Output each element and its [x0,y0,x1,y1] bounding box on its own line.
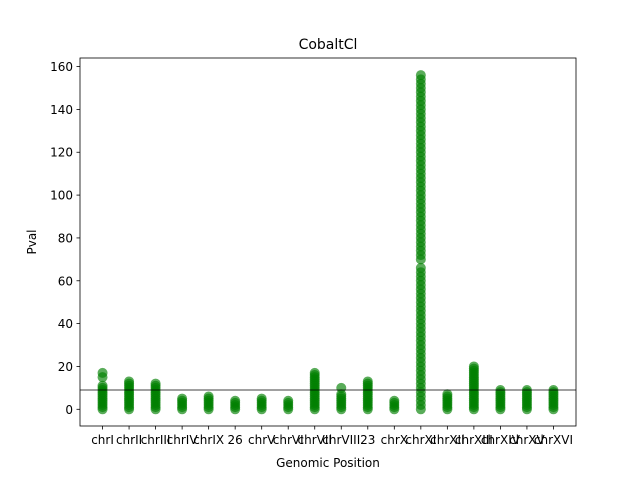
series-chrV [256,393,267,415]
data-point [177,393,188,404]
x-tick-label: chrVII [298,433,332,447]
data-point [283,395,294,406]
series-chrII [124,376,135,415]
x-tick-label: 26 [228,433,243,447]
x-tick-label: chrVI [273,433,304,447]
series-chrXI [415,70,426,415]
data-point [97,380,108,391]
series-chrIII [150,378,161,415]
series-26 [230,395,241,415]
y-tick-label: 140 [50,103,73,117]
x-tick-label: chrII [116,433,142,447]
x-tick-label: chrIII [141,433,171,447]
x-tick-label: chrIV [167,433,199,447]
series-chrVII [309,367,320,415]
x-tick-label: chrIX [193,433,224,447]
plot-frame [79,57,577,427]
data-point [415,70,426,81]
data-point [230,395,241,406]
y-tick-label: 40 [58,317,73,331]
data-point [203,391,214,402]
data-point [256,393,267,404]
data-point [97,367,108,378]
data-point [309,367,320,378]
x-tick-label: chrXIII [455,433,493,447]
y-tick-label: 60 [58,274,73,288]
data-point [150,378,161,389]
x-tick-label: chrXI [405,433,436,447]
x-tick-label: chrXV [509,433,545,447]
series-chrXV [521,385,532,415]
x-tick-label: 23 [360,433,375,447]
x-tick-label: chrXVI [534,433,573,447]
data-point [336,382,347,393]
series-chrX [389,395,400,415]
y-tick-label: 100 [50,189,73,203]
series-chrXIII [468,361,479,415]
y-axis-label: Pval [25,229,39,254]
series-chrI [97,367,108,415]
series-chrVI [283,395,294,415]
data-point [362,376,373,387]
data-point [415,262,426,273]
x-tick-label: chrXII [430,433,464,447]
y-tick-label: 0 [65,403,73,417]
data-point [124,376,135,387]
points-layer [97,70,559,415]
series-chrVIII [336,382,347,415]
x-tick-label: chrI [91,433,114,447]
x-tick-label: chrV [248,433,276,447]
y-tick-label: 80 [58,231,73,245]
y-tick-label: 20 [58,360,73,374]
x-axis-label: Genomic Position [276,456,380,470]
y-tick-label: 120 [50,146,73,160]
x-tick-label: chrX [381,433,408,447]
data-point [389,395,400,406]
data-point [442,389,453,400]
data-point [468,361,479,372]
chart-title: CobaltCl [299,37,358,53]
series-chrXII [442,389,453,415]
x-tick-label: chrVIII [322,433,360,447]
x-tick-label: chrXIV [481,433,521,447]
series-chrXIV [495,385,506,415]
series-23 [362,376,373,415]
series-chrXVI [548,385,559,415]
series-chrIV [177,393,188,415]
y-axis: 0 20 40 60 80 100 120 140 160 [50,60,80,417]
y-tick-label: 160 [50,60,73,74]
series-chrIX [203,391,214,415]
